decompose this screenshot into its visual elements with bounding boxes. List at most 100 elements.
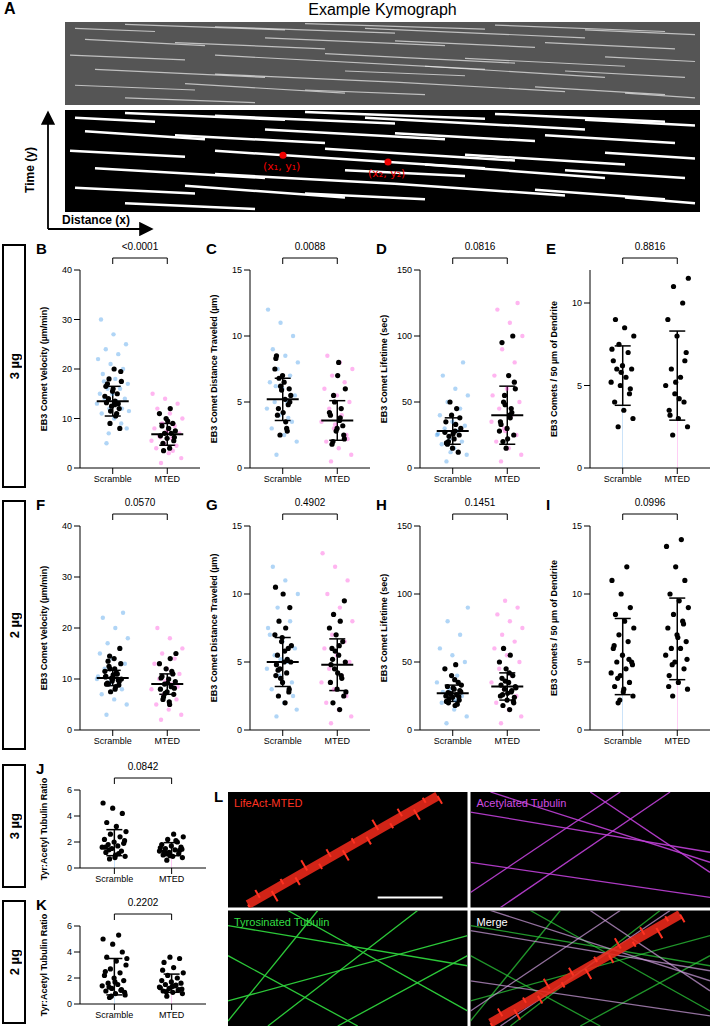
svg-text:0: 0 (67, 463, 72, 473)
svg-text:0: 0 (577, 463, 582, 473)
svg-text:EB3 Comet Lifetime (sec): EB3 Comet Lifetime (sec) (379, 574, 389, 683)
svg-text:0: 0 (67, 999, 72, 1009)
svg-text:(x₁, y₁): (x₁, y₁) (263, 160, 300, 173)
svg-text:2: 2 (67, 837, 72, 847)
svg-text:MTED: MTED (325, 736, 351, 746)
svg-text:EB3 Comet Distance Traveled (µ: EB3 Comet Distance Traveled (µm) (209, 554, 219, 703)
svg-text:0: 0 (237, 725, 242, 735)
svg-text:10: 10 (62, 414, 72, 424)
svg-text:Merge: Merge (477, 916, 508, 928)
svg-text:6: 6 (67, 785, 72, 795)
svg-text:10: 10 (572, 589, 582, 599)
svg-text:LifeAct-MTED: LifeAct-MTED (234, 797, 303, 809)
svg-text:Scramble: Scramble (94, 736, 132, 746)
svg-text:10: 10 (232, 589, 242, 599)
html-text:K: K (36, 896, 47, 913)
html-text:0.0570: 0.0570 (124, 497, 156, 508)
svg-text:5: 5 (237, 657, 242, 667)
svg-text:15: 15 (232, 265, 242, 275)
svg-text:MTED: MTED (159, 874, 185, 884)
html-text:0.8816: 0.8816 (634, 241, 666, 252)
svg-text:Tyr:Acetyl Tubulin Ratio: Tyr:Acetyl Tubulin Ratio (39, 777, 49, 880)
svg-text:Tyr:Acetyl Tubulin Ratio: Tyr:Acetyl Tubulin Ratio (39, 913, 49, 1016)
svg-text:MTED: MTED (495, 474, 521, 484)
svg-text:40: 40 (62, 521, 72, 531)
svg-text:5: 5 (237, 397, 242, 407)
svg-text:2: 2 (67, 973, 72, 983)
svg-text:5: 5 (577, 381, 582, 391)
svg-text:40: 40 (62, 265, 72, 275)
html-text:H: H (376, 496, 387, 513)
html-text:Example Kymograph: Example Kymograph (308, 1, 457, 18)
svg-text:MTED: MTED (495, 736, 521, 746)
svg-text:MTED: MTED (665, 736, 691, 746)
svg-text:Scramble: Scramble (264, 736, 302, 746)
svg-text:EB3 Comet Distance Traveled (µ: EB3 Comet Distance Traveled (µm) (209, 295, 219, 444)
html-text:D: D (376, 240, 387, 257)
svg-text:0: 0 (407, 463, 412, 473)
svg-text:EB3 Comet Velocity (µm/min): EB3 Comet Velocity (µm/min) (39, 307, 49, 432)
html-text:3 µg: 3 µg (6, 812, 22, 840)
svg-text:10: 10 (572, 298, 582, 308)
svg-text:4: 4 (67, 811, 72, 821)
svg-text:EB3 Comets / 50 µm of Dendrite: EB3 Comets / 50 µm of Dendrite (549, 560, 559, 696)
svg-text:0: 0 (407, 725, 412, 735)
svg-text:30: 30 (62, 315, 72, 325)
html-text:0.0088: 0.0088 (294, 241, 326, 252)
svg-text:20: 20 (62, 364, 72, 374)
svg-text:MTED: MTED (665, 474, 691, 484)
html-text:C: C (206, 240, 217, 257)
svg-text:Scramble: Scramble (94, 474, 132, 484)
svg-text:0: 0 (237, 463, 242, 473)
svg-text:Scramble: Scramble (264, 474, 302, 484)
svg-text:EB3 Comet Velocity (µm/min): EB3 Comet Velocity (µm/min) (39, 566, 49, 691)
svg-text:(x₂, y₂): (x₂, y₂) (368, 167, 405, 180)
svg-text:EB3 Comets / 50 µm of Dendrite: EB3 Comets / 50 µm of Dendrite (549, 301, 559, 437)
svg-text:0: 0 (577, 725, 582, 735)
svg-text:4: 4 (67, 947, 72, 957)
svg-text:0: 0 (67, 725, 72, 735)
svg-text:Scramble: Scramble (95, 874, 133, 884)
html-text:0.4902: 0.4902 (294, 497, 326, 508)
svg-text:5: 5 (577, 657, 582, 667)
html-text:2 µg: 2 µg (6, 611, 22, 639)
svg-text:10: 10 (232, 331, 242, 341)
svg-text:Scramble: Scramble (604, 736, 642, 746)
svg-text:10: 10 (62, 674, 72, 684)
svg-text:Scramble: Scramble (434, 474, 472, 484)
html-text:3 µg: 3 µg (6, 352, 22, 380)
html-text:0.0842: 0.0842 (127, 761, 159, 772)
html-text:G: G (206, 496, 218, 513)
svg-text:100: 100 (397, 589, 412, 599)
html-text:2 µg: 2 µg (6, 948, 22, 976)
html-text:0.1451: 0.1451 (464, 497, 496, 508)
svg-text:0: 0 (67, 863, 72, 873)
svg-text:MTED: MTED (155, 474, 181, 484)
svg-text:Scramble: Scramble (434, 736, 472, 746)
svg-text:150: 150 (397, 265, 412, 275)
svg-text:Scramble: Scramble (604, 474, 642, 484)
svg-text:15: 15 (232, 521, 242, 531)
html-text:<0.0001: <0.0001 (121, 241, 159, 252)
svg-text:Acetylated Tubulin: Acetylated Tubulin (477, 797, 567, 809)
svg-text:100: 100 (397, 331, 412, 341)
html-text:B: B (36, 240, 47, 257)
html-text:0.0816: 0.0816 (464, 241, 496, 252)
svg-text:EB3 Comet Lifetime (sec): EB3 Comet Lifetime (sec) (379, 315, 389, 424)
html-text:0.0996: 0.0996 (634, 497, 666, 508)
svg-text:150: 150 (397, 521, 412, 531)
svg-text:50: 50 (402, 397, 412, 407)
svg-text:30: 30 (62, 572, 72, 582)
svg-text:Time (y): Time (y) (23, 147, 37, 193)
svg-text:MTED: MTED (155, 736, 181, 746)
svg-text:Distance (x): Distance (x) (62, 213, 130, 227)
svg-text:Tyrosinated Tubulin: Tyrosinated Tubulin (234, 916, 329, 928)
html-text:A: A (4, 0, 16, 17)
svg-text:50: 50 (402, 657, 412, 667)
svg-text:MTED: MTED (159, 1010, 185, 1020)
svg-text:6: 6 (67, 921, 72, 931)
svg-text:20: 20 (62, 623, 72, 633)
svg-text:15: 15 (572, 521, 582, 531)
svg-text:MTED: MTED (325, 474, 351, 484)
svg-text:Scramble: Scramble (95, 1010, 133, 1020)
